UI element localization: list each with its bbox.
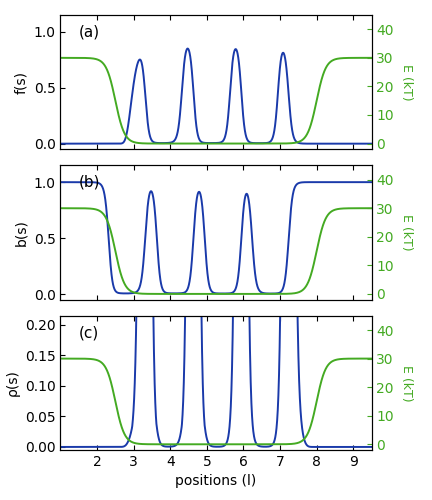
Text: (a): (a) bbox=[79, 24, 100, 40]
Y-axis label: E (kT): E (kT) bbox=[400, 364, 413, 401]
Y-axis label: b(s): b(s) bbox=[14, 219, 28, 246]
Y-axis label: f(s): f(s) bbox=[14, 70, 28, 94]
X-axis label: positions (l): positions (l) bbox=[175, 474, 257, 488]
Text: (c): (c) bbox=[79, 325, 99, 340]
Text: (b): (b) bbox=[79, 175, 101, 190]
Y-axis label: E (kT): E (kT) bbox=[400, 64, 413, 100]
Y-axis label: ρ(s): ρ(s) bbox=[5, 370, 19, 396]
Y-axis label: E (kT): E (kT) bbox=[400, 214, 413, 251]
